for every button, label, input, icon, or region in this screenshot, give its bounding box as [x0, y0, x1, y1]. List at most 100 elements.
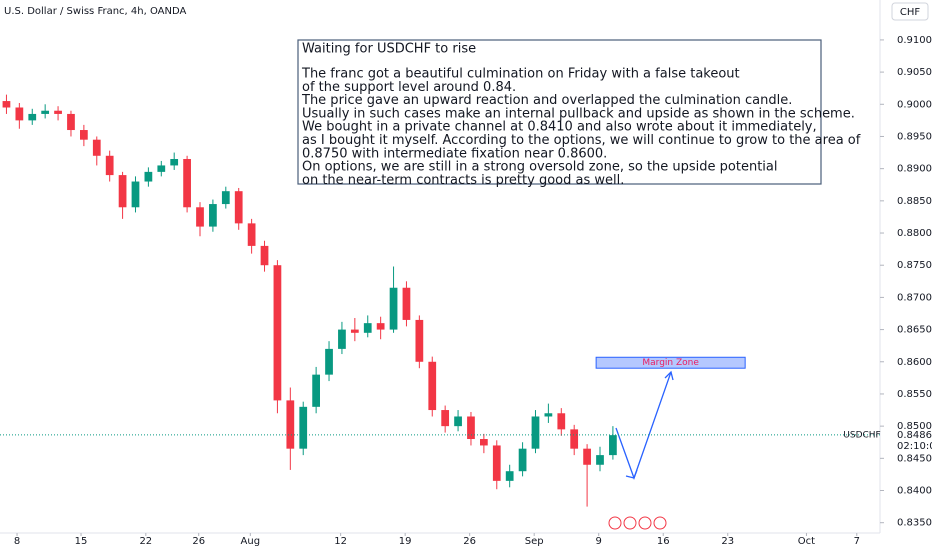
arrow-head — [664, 370, 674, 381]
candle-body — [428, 361, 437, 411]
note-box — [297, 39, 822, 185]
x-tick-label: 23 — [721, 536, 734, 547]
candle-body — [273, 265, 282, 401]
candle-body — [286, 400, 295, 449]
candle-body — [505, 471, 514, 481]
x-tick-label: Aug — [241, 536, 261, 547]
candle-body — [492, 445, 501, 481]
candle-body — [350, 329, 359, 333]
candle-body — [170, 158, 179, 166]
candle-body — [596, 455, 604, 465]
candle-body — [80, 130, 88, 140]
candle-body — [312, 374, 320, 407]
arrow-head — [625, 469, 638, 479]
x-tick-label: 26 — [192, 536, 205, 547]
candle-body — [454, 416, 462, 427]
x-tick-label: 7 — [854, 536, 860, 547]
event-icon[interactable] — [653, 516, 667, 530]
note-line: The franc got a beautiful culmination on… — [301, 67, 740, 82]
x-tick-label: Sep — [525, 536, 544, 547]
note: Waiting for USDCHF to rise The franc got… — [297, 39, 861, 188]
note-line: We bought in a private channel at 0.8410… — [302, 120, 817, 135]
note-line: 0.8750 with intermediate fixation near 0… — [302, 146, 607, 161]
candle-body — [105, 155, 114, 176]
event-icons[interactable] — [608, 516, 667, 530]
x-tick-label: 12 — [334, 536, 347, 547]
candle-body — [325, 348, 333, 375]
candle-body — [583, 448, 591, 465]
candle-body — [260, 245, 269, 266]
x-tick-label: 15 — [75, 536, 88, 547]
symbol-label: USDCHF — [843, 430, 880, 440]
candle-body — [467, 416, 475, 440]
event-icon[interactable] — [638, 516, 652, 530]
candle-body — [221, 191, 230, 205]
note-line: On options, we are still in a strong ove… — [302, 160, 778, 175]
candle-body — [299, 406, 308, 449]
currency-button[interactable] — [891, 2, 929, 21]
candle-body — [144, 171, 153, 182]
chart-title: U.S. Dollar / Swiss Franc, 4h, OANDA — [4, 6, 187, 17]
x-tick-label: 19 — [399, 536, 412, 547]
y-tick-label: 0.91000 — [897, 35, 932, 46]
candle-body — [92, 139, 101, 156]
candle-body — [54, 110, 62, 114]
note-title: Waiting for USDCHF to rise — [302, 42, 476, 57]
candle-body — [363, 323, 372, 333]
note-line: The price gave an upward reaction and ov… — [301, 93, 792, 108]
candle-body — [234, 191, 243, 224]
x-tick-label: 9 — [596, 536, 602, 547]
event-icon[interactable] — [623, 516, 637, 530]
note-line: Usually in such cases make an internal p… — [302, 106, 855, 121]
x-tick-label: 26 — [463, 536, 476, 547]
currency-label[interactable]: CHF — [900, 7, 921, 18]
candle-body — [131, 181, 140, 208]
candle-body — [570, 429, 579, 449]
candle-body — [157, 165, 166, 172]
event-icon[interactable] — [608, 516, 622, 530]
candle-body — [118, 175, 127, 208]
note-line: as I bought it myself. According to the … — [302, 133, 861, 148]
candle-body — [480, 439, 488, 446]
candle-body — [609, 435, 617, 456]
candle-body — [544, 413, 553, 417]
candle-body — [531, 416, 540, 449]
candle-body — [557, 413, 566, 430]
note-line: of the support level around 0.84. — [302, 80, 516, 95]
margin-zone-label: Margin Zone — [642, 358, 699, 368]
candle-body — [376, 323, 385, 330]
x-tick-label: 8 — [14, 536, 20, 547]
candle-body — [441, 410, 450, 427]
candle-body — [338, 329, 346, 349]
candle-body — [415, 319, 424, 362]
candle-body — [183, 158, 191, 208]
candle-body — [389, 287, 398, 330]
note-line: on the near-term contracts is pretty goo… — [302, 173, 624, 188]
candle-body — [67, 113, 75, 131]
candle-body — [247, 223, 256, 246]
x-tick-label: Oct — [798, 536, 815, 547]
x-tick-label: 22 — [139, 536, 152, 547]
candle-body — [41, 110, 50, 114]
last-price-label: 0.84864 — [897, 430, 932, 441]
candle-body — [196, 207, 204, 227]
candle-body — [28, 113, 37, 121]
candle-body — [2, 101, 11, 108]
candle-body — [402, 287, 411, 320]
countdown-label: 02:10:06 — [897, 441, 932, 452]
candle-body — [518, 448, 527, 472]
